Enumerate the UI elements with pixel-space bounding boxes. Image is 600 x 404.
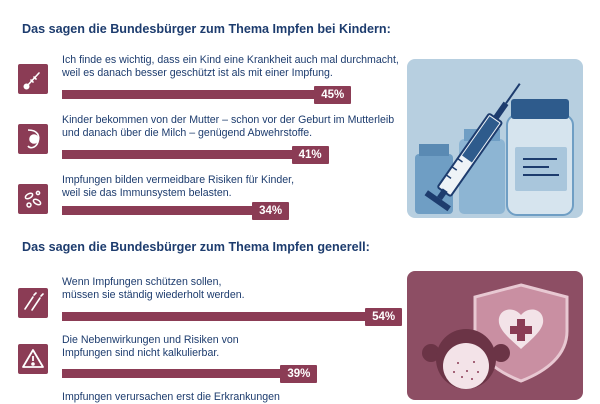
vial-large-icon [506,99,574,216]
value-label: 54% [365,308,403,326]
question-line: weil sie das Immunsystem belasten. [62,187,232,199]
question-line: Impfungen bilden vermeidbare Risiken für… [62,174,295,186]
question-line: Ich finde es wichtig, dass ein Kind eine… [62,54,399,66]
syringe-icon [424,83,521,212]
question-line: Wenn Impfungen schützen sollen, [62,276,222,288]
value-bar [62,150,294,159]
value-bar [62,312,368,321]
question-line: Kinder bekommen von der Mutter – schon v… [62,114,395,126]
value-bar [62,369,283,378]
child-icon [422,329,510,389]
question-line: weil es danach besser geschützt ist als … [62,67,333,79]
vial-small-icon [415,144,453,214]
value-bar [62,206,255,215]
pregnancy-icon [18,124,48,154]
question-line: Impfungen sind nicht kalkulierbar. [62,347,220,359]
value-label: 45% [314,86,352,104]
warning-icon [18,344,48,374]
vaccine-illustration [407,59,583,218]
value-label: 41% [291,146,329,164]
value-bar [62,90,317,99]
question-line: Impfungen verursachen erst die Erkrankun… [62,391,280,403]
thermometer-icon [18,64,48,94]
value-label: 34% [252,202,290,220]
value-label: 39% [280,365,318,383]
section-heading-children: Das sagen die Bundesbürger zum Thema Imp… [22,22,391,36]
syringes-icon [18,288,48,318]
question-line: Die Nebenwirkungen und Risiken von [62,334,239,346]
question-line: und danach über die Milch – genügend Abw… [62,127,313,139]
question-line: müssen sie ständig wiederholt werden. [62,289,245,301]
section-heading-general: Das sagen die Bundesbürger zum Thema Imp… [22,240,370,254]
protection-illustration [407,271,583,400]
bacteria-icon [18,184,48,214]
